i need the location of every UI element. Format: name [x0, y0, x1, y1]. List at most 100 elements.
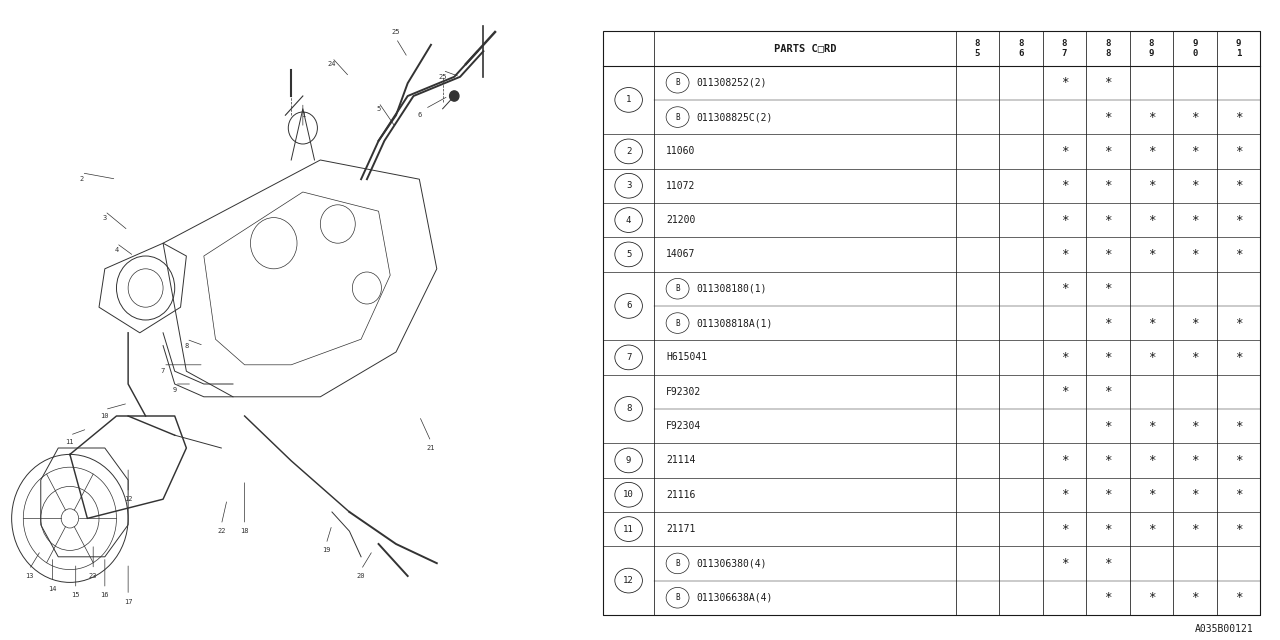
Text: 14067: 14067 [666, 250, 695, 259]
Text: *: * [1105, 523, 1112, 536]
Text: 17: 17 [124, 598, 132, 605]
Text: *: * [1105, 488, 1112, 501]
Text: 2: 2 [626, 147, 631, 156]
Text: *: * [1148, 179, 1156, 192]
Text: F92304: F92304 [666, 421, 701, 431]
Text: *: * [1105, 248, 1112, 261]
Text: PARTS C□RD: PARTS C□RD [773, 44, 836, 53]
Text: 10: 10 [623, 490, 634, 499]
Text: *: * [1148, 351, 1156, 364]
Text: *: * [1061, 351, 1069, 364]
Text: 3: 3 [102, 214, 108, 221]
Text: *: * [1235, 145, 1243, 158]
Text: 011306638A(4): 011306638A(4) [696, 593, 773, 603]
Text: *: * [1105, 420, 1112, 433]
Text: *: * [1192, 488, 1199, 501]
Text: 11: 11 [65, 438, 74, 445]
Text: 8
9: 8 9 [1149, 38, 1155, 58]
Text: 5: 5 [376, 106, 380, 112]
Text: 12: 12 [623, 576, 634, 585]
Text: *: * [1061, 385, 1069, 398]
Text: 8: 8 [184, 342, 188, 349]
Text: *: * [1192, 179, 1199, 192]
Text: B: B [676, 319, 680, 328]
Text: 4: 4 [626, 216, 631, 225]
Text: 14: 14 [49, 586, 56, 592]
Text: 25: 25 [392, 29, 401, 35]
Text: 6: 6 [417, 112, 421, 118]
Text: *: * [1192, 523, 1199, 536]
Text: 5: 5 [626, 250, 631, 259]
Text: *: * [1061, 454, 1069, 467]
Text: *: * [1148, 145, 1156, 158]
Text: *: * [1105, 317, 1112, 330]
Text: 6: 6 [626, 301, 631, 310]
Text: *: * [1105, 145, 1112, 158]
Text: 22: 22 [218, 528, 225, 534]
Text: *: * [1148, 420, 1156, 433]
Text: *: * [1192, 248, 1199, 261]
Text: 011308252(2): 011308252(2) [696, 77, 767, 88]
Text: 8: 8 [626, 404, 631, 413]
Text: *: * [1235, 248, 1243, 261]
Text: *: * [1148, 214, 1156, 227]
Text: *: * [1148, 488, 1156, 501]
Text: 16: 16 [101, 592, 109, 598]
Text: *: * [1061, 214, 1069, 227]
Text: 8
5: 8 5 [974, 38, 980, 58]
Text: 21: 21 [426, 445, 435, 451]
Text: 21116: 21116 [666, 490, 695, 500]
Text: *: * [1105, 557, 1112, 570]
Text: *: * [1105, 591, 1112, 604]
Text: 11072: 11072 [666, 180, 695, 191]
Text: *: * [1105, 282, 1112, 295]
Text: 19: 19 [321, 547, 330, 554]
Text: B: B [676, 559, 680, 568]
Text: *: * [1105, 111, 1112, 124]
Text: *: * [1192, 420, 1199, 433]
Text: 21171: 21171 [666, 524, 695, 534]
Text: 11: 11 [623, 525, 634, 534]
Text: *: * [1235, 179, 1243, 192]
Text: *: * [1192, 351, 1199, 364]
Text: *: * [1105, 214, 1112, 227]
Text: 21114: 21114 [666, 456, 695, 465]
Text: 8
7: 8 7 [1062, 38, 1068, 58]
Text: *: * [1105, 76, 1112, 89]
Text: *: * [1192, 111, 1199, 124]
Text: 011306380(4): 011306380(4) [696, 559, 767, 568]
Text: *: * [1148, 454, 1156, 467]
Text: 21200: 21200 [666, 215, 695, 225]
Text: B: B [676, 78, 680, 87]
Text: 12: 12 [124, 496, 132, 502]
Text: *: * [1148, 591, 1156, 604]
Text: 8
6: 8 6 [1018, 38, 1024, 58]
Text: 011308180(1): 011308180(1) [696, 284, 767, 294]
Text: 10: 10 [101, 413, 109, 419]
Text: *: * [1061, 179, 1069, 192]
Text: 23: 23 [88, 573, 97, 579]
Text: *: * [1061, 557, 1069, 570]
Text: *: * [1235, 351, 1243, 364]
Text: *: * [1148, 111, 1156, 124]
Text: 9
1: 9 1 [1236, 38, 1242, 58]
Circle shape [449, 91, 460, 101]
Text: *: * [1235, 488, 1243, 501]
Text: *: * [1105, 179, 1112, 192]
Text: *: * [1061, 523, 1069, 536]
Text: 15: 15 [72, 592, 79, 598]
Text: *: * [1192, 454, 1199, 467]
Text: 9: 9 [626, 456, 631, 465]
Text: 4: 4 [114, 246, 119, 253]
Text: 25: 25 [438, 74, 447, 80]
Text: *: * [1235, 591, 1243, 604]
Text: *: * [1235, 111, 1243, 124]
Text: A035B00121: A035B00121 [1194, 624, 1253, 634]
Text: 2: 2 [79, 176, 83, 182]
Text: *: * [1105, 454, 1112, 467]
Text: 11060: 11060 [666, 147, 695, 156]
Text: H615041: H615041 [666, 353, 707, 362]
Text: 1: 1 [626, 95, 631, 104]
Text: 9: 9 [173, 387, 177, 394]
Text: *: * [1148, 523, 1156, 536]
